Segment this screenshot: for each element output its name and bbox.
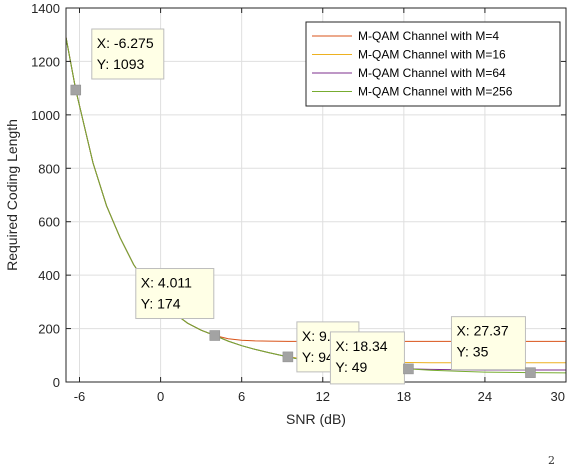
datatip-box-3 [329, 331, 405, 385]
datatip-x-0: X: -6.275 [97, 35, 154, 51]
y-tick-label: 200 [38, 322, 60, 337]
y-tick-label: 1400 [31, 1, 60, 16]
datatip-x-3: X: 18.34 [335, 338, 387, 354]
series-line-3 [65, 37, 567, 374]
datatip-x-4: X: 27.37 [456, 323, 508, 339]
y-tick-label: 800 [38, 161, 60, 176]
datatip-marker-2 [282, 351, 294, 363]
legend-label-2: M-QAM Channel with M=64 [358, 66, 506, 80]
datatip-y-1: Y: 174 [141, 296, 181, 312]
datatip-box-4 [450, 316, 526, 371]
x-tick-label: 6 [238, 389, 245, 404]
x-tick-label: 18 [397, 389, 411, 404]
y-axis-label: Required Coding Length [4, 119, 20, 271]
y-tick-label: 1200 [31, 54, 60, 69]
y-tick-label: 600 [38, 215, 60, 230]
x-tick-label: 24 [478, 389, 492, 404]
y-tick-label: 1000 [31, 108, 60, 123]
series-lines [65, 37, 567, 374]
datatip-marker-1 [209, 330, 221, 341]
datatip-marker-3 [403, 363, 414, 375]
tick-labels: -6 0 6 12 18 24 30 0 200 400 600 800 1000 1200 1400 [31, 1, 565, 404]
legend: M-QAM Channel with M=4 M-QAM Channel with… [305, 21, 561, 107]
legend-label-0: M-QAM Channel with M=4 [358, 29, 499, 43]
datatip-y-2: Y: 94 [302, 349, 334, 365]
axes-box [65, 7, 567, 383]
datatip-y-4: Y: 35 [456, 344, 488, 360]
x-axis-label: SNR (dB) [286, 411, 346, 427]
axes [65, 7, 567, 383]
datatip-y-0: Y: 1093 [97, 56, 145, 72]
y-tick-label: 400 [38, 268, 60, 283]
legend-label-3: M-QAM Channel with M=256 [358, 85, 513, 99]
legend-label-1: M-QAM Channel with M=16 [358, 48, 506, 62]
x-tick-label: -6 [74, 389, 86, 404]
datatip-marker-4 [525, 367, 536, 378]
datatip-x-1: X: 4.011 [141, 275, 192, 291]
datatip-y-3: Y: 49 [335, 359, 367, 375]
corner-mark: 2 [548, 454, 555, 466]
x-tick-label: 0 [157, 389, 164, 404]
datatip-box-1 [135, 268, 215, 320]
x-tick-label: 12 [316, 389, 330, 404]
x-tick-label: 30 [551, 389, 565, 404]
y-tick-label: 0 [53, 375, 60, 390]
datatip-box-0 [91, 28, 165, 80]
datatip-marker-0 [70, 84, 82, 96]
